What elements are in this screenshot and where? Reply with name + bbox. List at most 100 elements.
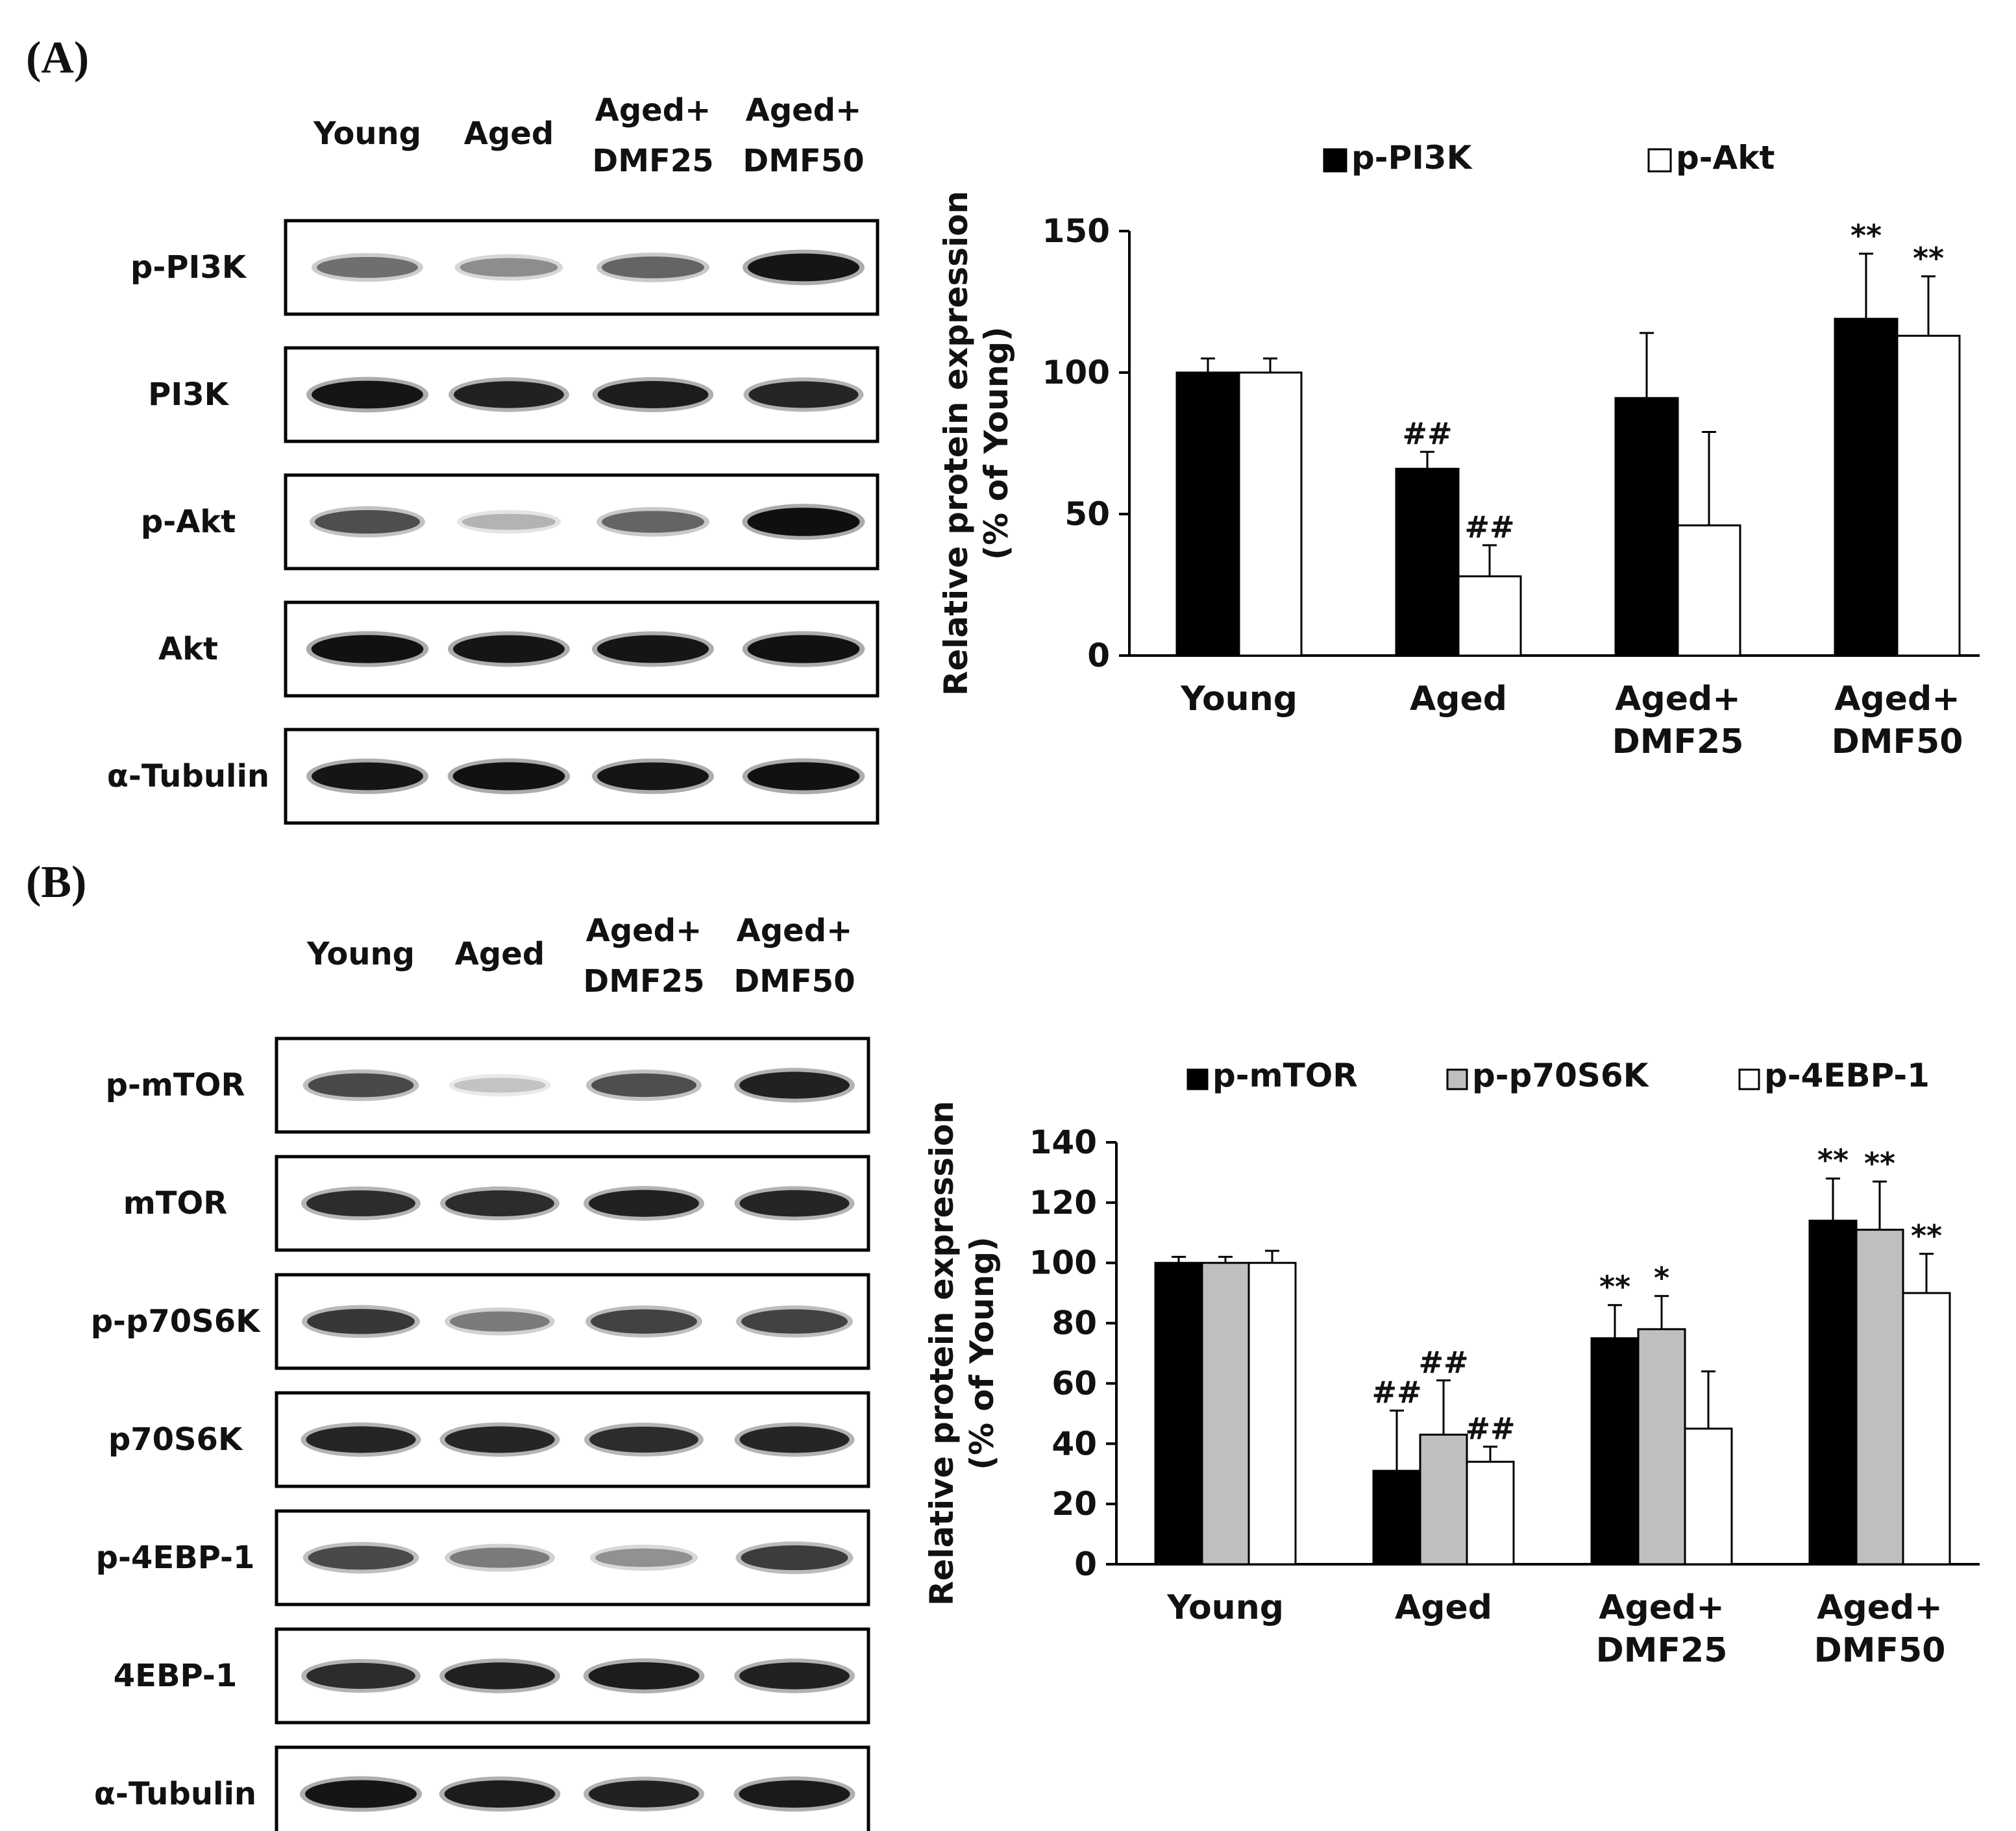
y-axis-title-line: (% of Young) bbox=[963, 1236, 1001, 1470]
bar bbox=[1902, 1292, 1951, 1566]
y-tick-label: 0 bbox=[1074, 1545, 1097, 1583]
x-tick-label: DMF50 bbox=[1814, 1631, 1946, 1670]
blot-band bbox=[739, 1072, 850, 1099]
x-tick-label: Aged+ bbox=[1817, 1588, 1943, 1627]
blot-band bbox=[748, 253, 859, 282]
x-tick-label: DMF25 bbox=[1612, 722, 1744, 761]
blot-row-label: mTOR bbox=[123, 1185, 228, 1222]
blot-band bbox=[454, 1077, 546, 1093]
blot-band bbox=[311, 635, 424, 663]
bar bbox=[1896, 334, 1961, 657]
blot-row-label: p70S6K bbox=[108, 1421, 243, 1458]
legend-label: p-mTOR bbox=[1212, 1057, 1358, 1094]
blot-band bbox=[454, 381, 564, 408]
bar bbox=[1834, 317, 1899, 657]
y-tick-label: 100 bbox=[1029, 1244, 1097, 1282]
bar bbox=[1175, 371, 1240, 657]
blot-row-label: p-p70S6K bbox=[91, 1303, 261, 1340]
legend-swatch bbox=[1647, 148, 1672, 173]
blot-band bbox=[308, 1073, 414, 1098]
blot-band bbox=[602, 511, 704, 533]
bar bbox=[1419, 1433, 1468, 1566]
significance-mark: ** bbox=[1864, 1146, 1895, 1181]
bar bbox=[1808, 1220, 1858, 1566]
lane-label: DMF50 bbox=[733, 963, 855, 1000]
y-tick-label: 120 bbox=[1029, 1184, 1097, 1222]
y-tick-label: 20 bbox=[1051, 1485, 1097, 1523]
x-tick-label: DMF50 bbox=[1832, 722, 1963, 761]
lane-label: Aged bbox=[464, 116, 554, 152]
blot-band bbox=[452, 762, 565, 791]
bar bbox=[1201, 1262, 1250, 1566]
x-tick-label: Aged+ bbox=[1615, 680, 1741, 719]
y-tick-label: 100 bbox=[1042, 354, 1110, 391]
legend-swatch bbox=[1446, 1068, 1468, 1090]
panel-label: (A) bbox=[26, 33, 89, 83]
bar bbox=[1248, 1262, 1297, 1566]
x-tick-label: Aged bbox=[1395, 1588, 1492, 1627]
blot-row-label: α-Tubulin bbox=[94, 1776, 256, 1812]
bar bbox=[1457, 575, 1522, 657]
lane-label: DMF25 bbox=[583, 963, 704, 1000]
legend-label: p-PI3K bbox=[1351, 139, 1473, 177]
y-tick-label: 0 bbox=[1087, 637, 1110, 674]
blot-band bbox=[739, 1190, 850, 1217]
significance-mark: ## bbox=[1402, 416, 1452, 451]
significance-mark: ## bbox=[1418, 1345, 1468, 1380]
lane-label: Aged+ bbox=[746, 92, 862, 129]
y-tick-label: 60 bbox=[1051, 1364, 1097, 1402]
blot-row-label: PI3K bbox=[148, 376, 229, 413]
blot-band bbox=[450, 1547, 550, 1568]
lane-label: Young bbox=[306, 936, 415, 972]
blot-row-label: 4EBP-1 bbox=[114, 1658, 237, 1694]
bar bbox=[1395, 467, 1460, 657]
significance-mark: ## bbox=[1371, 1375, 1421, 1410]
bar bbox=[1614, 397, 1679, 657]
blot-row-label: Akt bbox=[158, 631, 218, 667]
significance-mark: * bbox=[1654, 1260, 1669, 1296]
bar bbox=[1637, 1328, 1686, 1566]
bar bbox=[1154, 1262, 1203, 1566]
panel-a: (A)Young AgedAged+DMF25Aged+DMF50p-PI3KPI… bbox=[26, 33, 1980, 825]
panel-b: (B) Young Aged Aged+ DMF25 Aged+ DMF50 p-mTOR mT… bbox=[26, 857, 1980, 1831]
blot-band bbox=[306, 1426, 416, 1453]
x-tick-label: Aged+ bbox=[1834, 680, 1960, 719]
blot-band bbox=[589, 1780, 699, 1808]
significance-mark: ** bbox=[1913, 241, 1944, 276]
legend-label: p-p70S6K bbox=[1472, 1057, 1650, 1094]
blot-band bbox=[747, 635, 860, 663]
blot-row-label: α-Tubulin bbox=[107, 758, 269, 794]
panel-label: (B) bbox=[26, 857, 86, 907]
blot-band bbox=[308, 1545, 414, 1570]
blot-band bbox=[445, 1662, 555, 1690]
blot-band bbox=[748, 381, 859, 408]
blot-band bbox=[445, 1426, 555, 1453]
legend-label: p-Akt bbox=[1676, 139, 1775, 177]
legend-swatch bbox=[1738, 1068, 1760, 1090]
blot-band bbox=[589, 1426, 698, 1453]
x-tick-label: Aged+ bbox=[1599, 1588, 1725, 1627]
blot-band bbox=[591, 1309, 697, 1334]
lane-label: Aged bbox=[455, 936, 545, 972]
blot-band bbox=[597, 381, 709, 408]
blot-band bbox=[588, 1662, 700, 1690]
x-tick-label: Young bbox=[1166, 1588, 1284, 1627]
blot-row-label: p-mTOR bbox=[106, 1067, 245, 1103]
blot-band bbox=[453, 635, 565, 663]
bar bbox=[1677, 524, 1741, 657]
blot-band bbox=[741, 1309, 848, 1334]
blot-band bbox=[315, 510, 420, 534]
blot-band bbox=[306, 1662, 415, 1690]
bar bbox=[1590, 1337, 1640, 1566]
blot-band bbox=[739, 1662, 850, 1690]
legend-swatch bbox=[1323, 148, 1347, 173]
y-tick-label: 80 bbox=[1051, 1305, 1097, 1342]
legend-label: p-4EBP-1 bbox=[1764, 1057, 1930, 1094]
blot-band bbox=[589, 1190, 699, 1217]
lane-label: Young bbox=[313, 116, 421, 152]
blot-band bbox=[602, 256, 704, 278]
blot-band bbox=[450, 1311, 550, 1332]
blot-band bbox=[747, 508, 860, 536]
blot-band bbox=[445, 1190, 554, 1217]
